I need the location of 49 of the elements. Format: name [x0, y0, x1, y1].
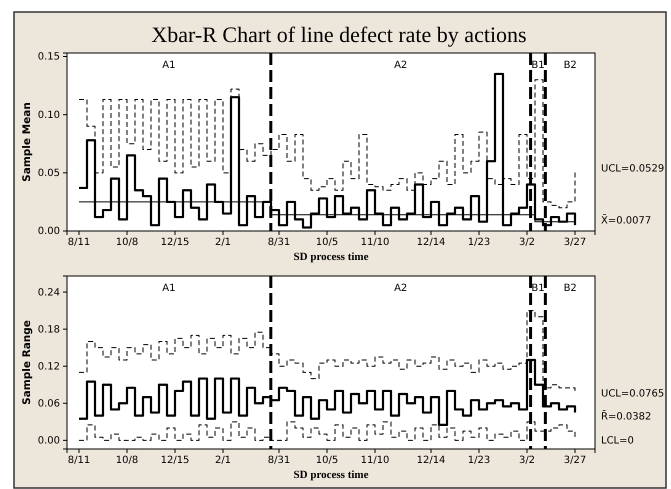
- x-tick-label: 8/31: [268, 455, 290, 466]
- x-axis-title: SD process time: [294, 469, 369, 481]
- text: UCL=0.0765: [601, 388, 664, 400]
- y-tick-label: 0.24: [38, 287, 60, 298]
- text: LCL=0: [601, 436, 634, 446]
- annotation: B2: [564, 283, 577, 294]
- x-tick-label: 3/27: [564, 237, 586, 248]
- text: X̄=0.0077: [601, 214, 652, 226]
- y-tick-label: 0.05: [38, 168, 60, 180]
- text: UCL=0.0529: [601, 164, 664, 174]
- x-tick-label: 12/15: [160, 455, 190, 466]
- x-tick-label: 1/23: [468, 455, 490, 466]
- x-tick-label: 12/14: [416, 455, 446, 466]
- annotation: B2: [564, 60, 577, 71]
- x-tick-label: 11/10: [360, 237, 390, 248]
- x-tick-label: 10/5: [316, 237, 338, 248]
- x-tick-label: 3/27: [564, 455, 586, 466]
- annotation: A1: [162, 283, 176, 294]
- y-tick-label: 0.10: [38, 110, 60, 121]
- x-tick-label: 8/31: [268, 237, 290, 248]
- annotation: B1: [531, 283, 545, 294]
- x-tick-label: 1/23: [468, 237, 490, 248]
- y-tick-label: 0.18: [38, 324, 60, 336]
- x-tick-label: 8/11: [68, 455, 90, 466]
- annotation: A2: [394, 60, 408, 71]
- x-tick-label: 10/8: [116, 237, 138, 248]
- y-tick-label: 0.12: [38, 361, 60, 372]
- y-tick-label: 0.15: [38, 52, 60, 63]
- x-tick-label: 3/2: [518, 237, 536, 248]
- x-tick-label: 11/10: [360, 455, 390, 466]
- y-axis-title: Sample Mean: [21, 102, 33, 182]
- x-tick-label: 10/5: [316, 455, 338, 466]
- y-axis-title: Sample Range: [21, 320, 33, 405]
- y-tick-label: 0.00: [38, 226, 60, 238]
- text: R̄=0.0382: [601, 410, 652, 422]
- annotation: A1: [162, 60, 176, 71]
- y-tick-label: 0.00: [38, 436, 60, 447]
- y-tick-label: 0.06: [38, 398, 60, 410]
- x-tick-label: 10/8: [116, 455, 138, 466]
- x-tick-label: 2/1: [214, 455, 232, 466]
- x-axis-title: SD process time: [294, 251, 369, 263]
- chart-title: Xbar-R Chart of line defect rate by actions: [151, 22, 527, 47]
- x-tick-label: 12/14: [416, 237, 446, 248]
- annotation: B1: [531, 60, 545, 71]
- annotation: A2: [394, 283, 408, 294]
- x-tick-label: 12/15: [160, 237, 190, 248]
- x-tick-label: 8/11: [68, 237, 90, 248]
- x-tick-label: 2/1: [214, 237, 232, 248]
- x-tick-label: 3/2: [518, 455, 536, 466]
